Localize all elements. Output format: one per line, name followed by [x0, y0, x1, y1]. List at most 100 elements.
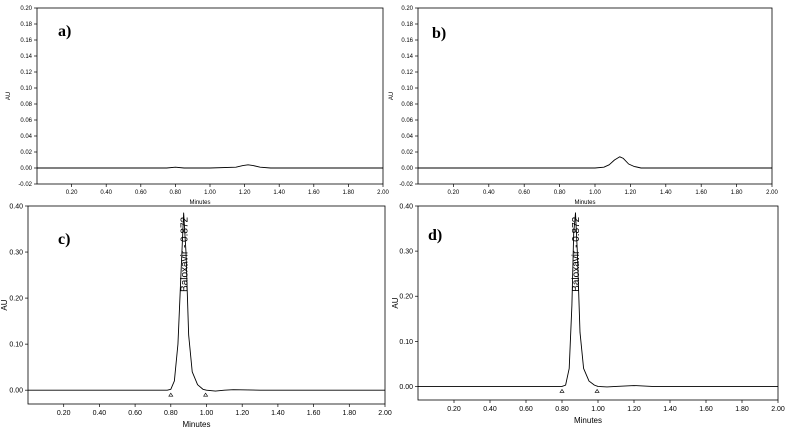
y-tick-label: 0.30: [399, 249, 413, 256]
y-tick-label: 0.00: [20, 166, 32, 172]
y-tick-label: 0.14: [20, 54, 32, 60]
chart-panel-1: -0.02 0.00 0.02 0.04 0.06 0.08 0.10 0.12 0.14 0.1…: [6, 6, 389, 206]
x-tick-label: 0.20: [447, 406, 461, 413]
y-tick-label: 0.20: [9, 296, 23, 303]
x-tick-label: 1.40: [660, 190, 672, 196]
y-tick-label: 0.30: [9, 249, 23, 256]
x-tick-label: 0.40: [483, 190, 495, 196]
chart-panel-4: 0.00 0.10 0.20 0.30 0.40 0.20 0.40 0.60 0.80 1.00…: [391, 203, 785, 425]
y-tick-label: 0.08: [20, 102, 32, 108]
x-tick-label: 1.00: [591, 406, 605, 413]
x-tick-label: 0.60: [519, 406, 533, 413]
x-tick-label: 2.00: [766, 190, 778, 196]
x-tick-label: 0.80: [164, 410, 178, 417]
y-axis-label: AU: [391, 297, 400, 308]
y-axis-label: AU: [6, 92, 12, 100]
x-tick-label: 0.40: [93, 410, 107, 417]
x-tick-label: 0.60: [135, 190, 147, 196]
y-tick-label: 0.10: [9, 342, 23, 349]
x-tick-label: 1.00: [204, 190, 216, 196]
x-tick-label: 1.40: [273, 190, 285, 196]
x-tick-label: 1.40: [271, 410, 285, 417]
y-tick-label: 0.18: [401, 22, 413, 28]
y-tick-label: 0.12: [401, 70, 413, 76]
x-tick-label: 0.40: [100, 190, 112, 196]
chromatogram-trace: [37, 164, 383, 169]
panel-label: d): [428, 227, 442, 244]
x-tick-label: 0.60: [518, 190, 530, 196]
peak-label: Baloxavir - 0.872: [180, 216, 191, 291]
x-tick-label: 1.20: [627, 406, 641, 413]
y-tick-label: 0.02: [20, 150, 32, 156]
y-tick-label: 0.20: [20, 6, 32, 12]
x-tick-label: 1.80: [735, 406, 749, 413]
x-tick-label: 0.80: [555, 406, 569, 413]
x-tick-label: 0.80: [554, 190, 566, 196]
y-tick-label: -0.02: [399, 182, 413, 188]
y-tick-label: -0.02: [18, 182, 32, 188]
chart-panel-2: -0.02 0.00 0.02 0.04 0.06 0.08 0.10 0.12 0.14 0.1…: [389, 6, 778, 206]
y-tick-label: 0.10: [401, 86, 413, 92]
plot-frame: [27, 205, 386, 405]
integration-marker: [594, 388, 600, 393]
panel-label: c): [58, 231, 70, 248]
y-tick-label: 0.04: [20, 134, 32, 140]
y-tick-label: 0.00: [399, 384, 413, 391]
y-tick-label: 0.20: [399, 294, 413, 301]
x-axis-label: Minutes: [182, 420, 210, 429]
y-axis-label: AU: [0, 299, 9, 310]
y-tick-label: 0.40: [9, 203, 23, 210]
x-tick-label: 2.00: [771, 406, 785, 413]
x-tick-label: 1.60: [695, 190, 707, 196]
x-tick-label: 1.60: [699, 406, 713, 413]
x-tick-label: 2.00: [377, 190, 389, 196]
x-tick-label: 0.20: [66, 190, 78, 196]
y-tick-label: 0.00: [401, 166, 413, 172]
x-tick-label: 0.20: [448, 190, 460, 196]
y-tick-label: 0.40: [399, 203, 413, 210]
x-tick-label: 2.00: [378, 410, 392, 417]
x-tick-label: 1.20: [239, 190, 251, 196]
y-axis-label: AU: [389, 92, 395, 100]
y-tick-label: 0.00: [9, 388, 23, 395]
x-tick-label: 1.80: [731, 190, 743, 196]
x-axis-label: Minutes: [189, 200, 210, 206]
plot-frame: [36, 7, 384, 185]
y-tick-label: 0.10: [399, 339, 413, 346]
integration-marker: [203, 392, 209, 397]
integration-marker: [559, 388, 565, 393]
y-tick-label: 0.14: [401, 54, 413, 60]
x-axis-label: Minutes: [574, 200, 595, 206]
y-tick-label: 0.12: [20, 70, 32, 76]
x-tick-label: 0.80: [170, 190, 182, 196]
x-tick-label: 1.00: [200, 410, 214, 417]
plot-frame: [417, 7, 773, 185]
x-tick-label: 1.80: [343, 190, 355, 196]
y-tick-label: 0.20: [401, 6, 413, 12]
x-tick-label: 0.20: [57, 410, 71, 417]
integration-marker: [168, 392, 174, 397]
plot-frame: [417, 205, 779, 401]
peak-label: Baloxavir - 0.872: [571, 216, 582, 291]
y-tick-label: 0.02: [401, 150, 413, 156]
x-tick-label: 1.00: [589, 190, 601, 196]
chromatogram-trace: [28, 212, 385, 392]
panel-label: a): [58, 23, 71, 40]
y-tick-label: 0.10: [20, 86, 32, 92]
y-tick-label: 0.04: [401, 134, 413, 140]
y-tick-label: 0.06: [401, 118, 413, 124]
x-tick-label: 1.60: [307, 410, 321, 417]
x-tick-label: 1.60: [308, 190, 320, 196]
y-tick-label: 0.18: [20, 22, 32, 28]
x-tick-label: 0.60: [128, 410, 142, 417]
x-tick-label: 0.40: [483, 406, 497, 413]
x-tick-label: 1.80: [342, 410, 356, 417]
x-tick-label: 1.40: [663, 406, 677, 413]
x-tick-label: 1.20: [625, 190, 637, 196]
chromatogram-trace: [418, 156, 772, 169]
y-tick-label: 0.16: [401, 38, 413, 44]
y-tick-label: 0.08: [401, 102, 413, 108]
x-axis-label: Minutes: [574, 416, 602, 425]
chart-panel-3: 0.00 0.10 0.20 0.30 0.40 0.20 0.40 0.60 0.80 1.00…: [0, 203, 392, 429]
